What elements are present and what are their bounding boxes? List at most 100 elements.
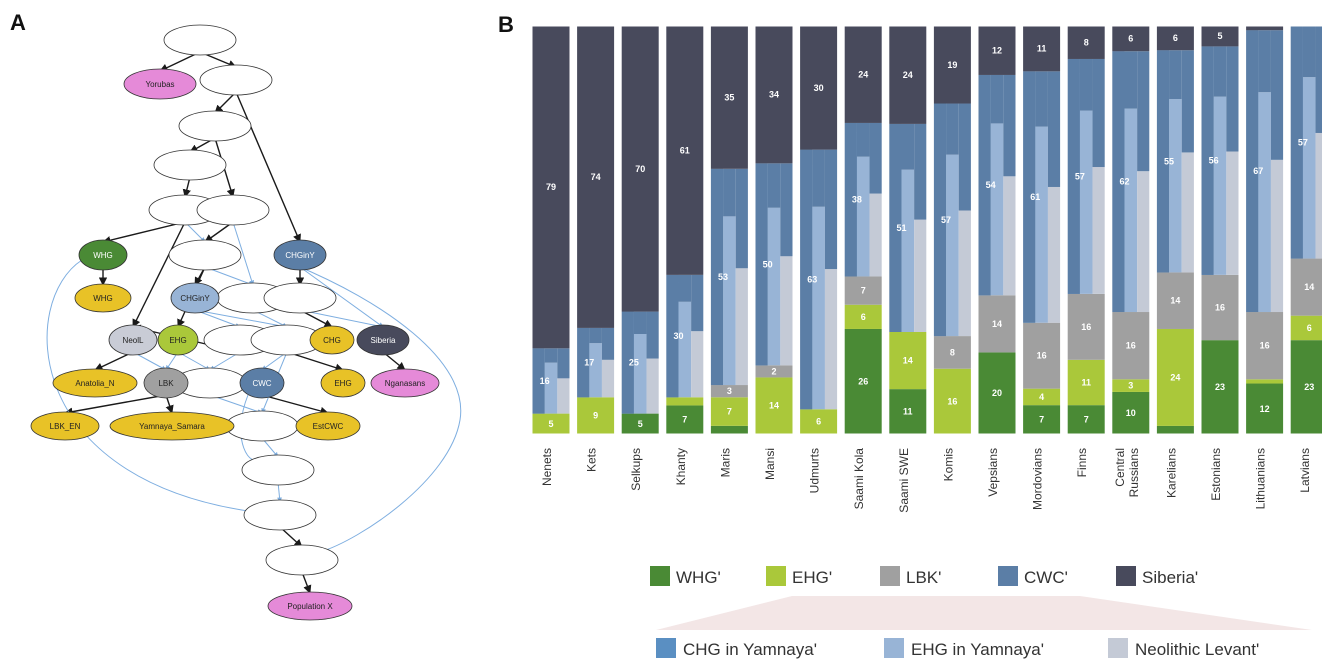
node-label: LBK	[158, 379, 174, 388]
population-label: Udmurts	[808, 448, 822, 493]
bar-value-label: 20	[992, 388, 1002, 398]
bar-segment-whg	[1245, 383, 1284, 434]
bar-segment-cwc-sub	[990, 123, 1004, 296]
legend-swatch-siberia	[1116, 566, 1136, 586]
bar-segment-ehg	[799, 409, 838, 434]
bar-outline	[665, 25, 705, 435]
bar-segment-cwc	[1111, 51, 1125, 313]
bar-segment-cwc-cap	[824, 149, 838, 270]
bar-segment-siberia	[1111, 26, 1150, 52]
bar-segment-whg	[888, 389, 927, 434]
bar-segment-cwc-cap	[856, 122, 870, 157]
population-label: Lithuanians	[1254, 448, 1268, 509]
bar-segment-ehg	[933, 368, 972, 434]
population-label: Mansi	[763, 448, 777, 480]
bar-value-label: 11	[1037, 44, 1047, 54]
population-label: Mordovians	[1031, 448, 1045, 510]
bar-segment-lbk	[1156, 272, 1195, 329]
population-label: Nenets	[540, 448, 554, 486]
bar-segment-siberia	[1245, 26, 1284, 31]
bar-value-label: 55	[1164, 156, 1174, 166]
node-label: EstCWC	[313, 422, 344, 431]
node-label: NeolL	[123, 336, 144, 345]
bar-segment-cwc-sub	[812, 206, 825, 410]
bar-value-label: 50	[763, 259, 773, 269]
bar-segment-cwc	[1022, 71, 1036, 323]
bar-value-label: 25	[629, 358, 639, 368]
bar-segment-cwc-cap	[933, 103, 947, 118]
bar-segment-cwc-sub	[576, 332, 590, 398]
bar-value-label: 6	[1128, 34, 1133, 44]
bar-segment-cwc-sub	[735, 268, 749, 386]
bar-segment-ehg	[1022, 388, 1061, 406]
bar-segment-siberia	[1156, 26, 1195, 51]
graph-edge	[132, 221, 186, 328]
bar-value-label: 16	[1215, 303, 1225, 313]
population-label: Saami Kola	[852, 448, 866, 510]
bar-value-label: 51	[896, 223, 906, 233]
bar-value-label: 35	[724, 92, 734, 102]
bar-segment-cwc-sub	[933, 117, 947, 337]
node-empty	[243, 499, 317, 531]
bar-outline	[1111, 25, 1151, 435]
bar-segment-cwc-cap	[1302, 26, 1316, 78]
bar-segment-cwc-cap	[1169, 50, 1182, 100]
bar-value-label: 17	[584, 358, 594, 368]
node-empty	[196, 194, 270, 226]
bar-value-label: 8	[1084, 37, 1089, 47]
bar-segment-lbk	[1201, 274, 1239, 341]
bar-outline	[1289, 25, 1322, 435]
bar-segment-cwc-cap	[544, 348, 558, 363]
bar-value-label: 16	[1037, 351, 1047, 361]
bar-value-label: 12	[1260, 404, 1270, 414]
bar-stacks: 5167991774525707306173533514250346633026…	[531, 25, 1322, 435]
node-label: WHG	[93, 251, 113, 260]
bar-value-label: 11	[1081, 377, 1091, 387]
node-neolithic-levant-admixed	[108, 324, 158, 356]
node-label: EHG	[334, 379, 351, 388]
bar-value-label: 6	[861, 312, 866, 322]
bar-segment-siberia	[1201, 26, 1239, 47]
bar-segment-cwc-sub	[1035, 126, 1048, 323]
bar-segment-cwc	[755, 163, 768, 366]
graph-edge	[214, 91, 237, 114]
bar-value-label: 54	[986, 180, 996, 190]
bar-segment-ehg	[576, 397, 615, 434]
bar-segment-ehg	[532, 413, 570, 434]
bar-outline	[576, 25, 616, 435]
bar-segment-ehg	[1245, 379, 1284, 384]
bar-segment-cwc-cap	[946, 103, 959, 155]
bar-value-label: 70	[635, 164, 645, 174]
bar-segment-cwc-cap	[633, 311, 647, 335]
bar-segment-cwc-sub	[1258, 92, 1271, 313]
bar-segment-cwc-cap	[1258, 30, 1271, 93]
graph-edge	[94, 351, 134, 371]
legend-swatch-ehg-yamnaya	[884, 638, 904, 658]
bar-value-label: 6	[816, 417, 821, 427]
bar-value-label: 61	[680, 145, 690, 155]
legend-connector	[656, 596, 1312, 630]
bar-outline	[799, 25, 839, 435]
bar-value-label: 16	[947, 396, 957, 406]
bar-value-label: 63	[807, 274, 817, 284]
bar-value-label: 23	[1304, 382, 1314, 392]
bar-segment-whg	[844, 328, 883, 434]
bar-segment-cwc-cap	[1213, 46, 1227, 97]
bar-segment-cwc	[1245, 30, 1259, 313]
population-label: Maris	[718, 448, 732, 477]
bar-value-label: 3	[1128, 381, 1133, 391]
graph-edge	[204, 221, 234, 243]
node-label: CHG	[323, 336, 341, 345]
bar-segment-cwc-sub	[1124, 108, 1138, 313]
node-label: Yorubas	[145, 80, 174, 89]
legend-swatch-lbk	[880, 566, 900, 586]
legend-swatch-ehg	[766, 566, 786, 586]
bar-value-label: 16	[540, 376, 550, 386]
bar-segment-cwc	[576, 327, 590, 398]
bar-segment-cwc	[710, 168, 724, 386]
bar-segment-siberia	[799, 26, 838, 150]
bar-segment-cwc-sub	[532, 352, 545, 414]
bar-value-label: 7	[682, 415, 687, 425]
bar-segment-cwc-cap	[678, 274, 692, 302]
bar-segment-cwc-cap	[576, 327, 590, 333]
